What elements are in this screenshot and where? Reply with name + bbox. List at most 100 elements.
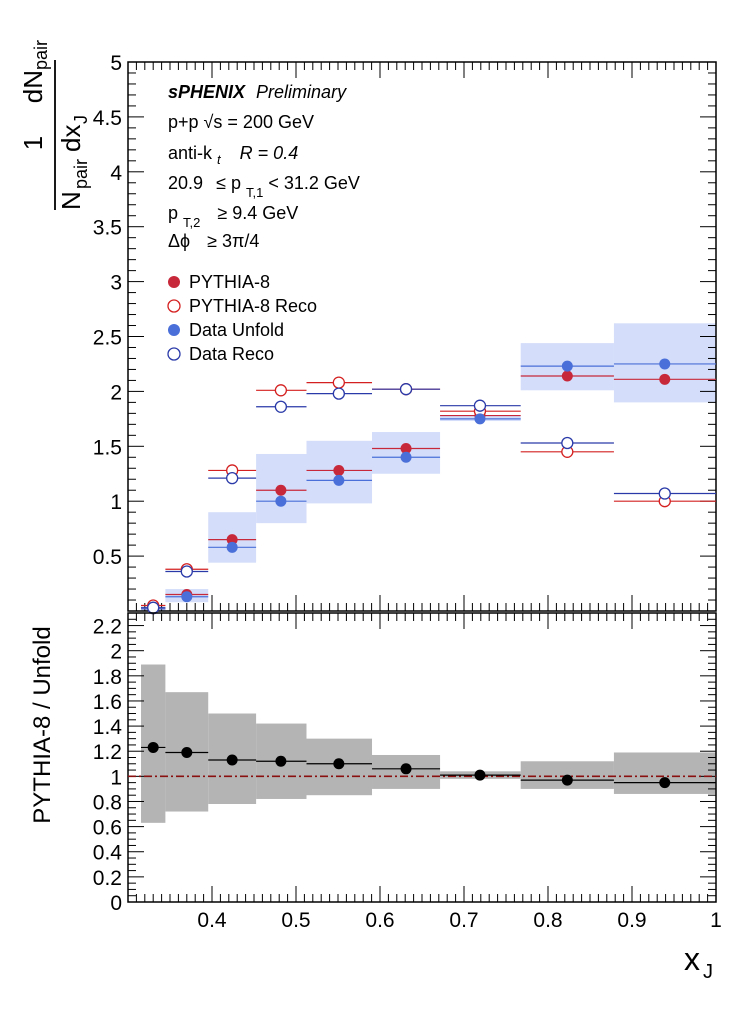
point-data-reco bbox=[561, 436, 574, 450]
svg-text:dx: dx bbox=[56, 125, 86, 152]
top-y-tick-label: 5 bbox=[110, 52, 122, 75]
bottom-y-tick-label: 1 bbox=[110, 766, 122, 789]
ratio-point bbox=[181, 746, 193, 758]
bottom-y-tick-label: 0.4 bbox=[93, 842, 123, 865]
jet-algo-label: anti-k t R = 0.4 bbox=[168, 143, 298, 168]
point-data-reco bbox=[399, 383, 413, 396]
point-pythia-8 bbox=[659, 373, 671, 385]
ratio-point bbox=[659, 777, 671, 789]
top-y-tick-label: 2.5 bbox=[93, 327, 122, 350]
point-pythia-8 bbox=[226, 534, 238, 546]
point-pythia-8 bbox=[400, 442, 412, 454]
legend-marker-pythia8-reco bbox=[167, 299, 181, 313]
point-pythia-8 bbox=[561, 370, 573, 382]
ratio-point bbox=[147, 741, 159, 753]
point-pythia-8 bbox=[333, 464, 345, 476]
bottom-plot-frame bbox=[127, 612, 717, 903]
bottom-data-marks bbox=[141, 741, 716, 789]
legend-marker-data-reco bbox=[167, 347, 181, 361]
point-data-unfold bbox=[659, 358, 671, 370]
top-y-tick-labels: 5 4.5 4 3.5 3 2.5 2 1.5 1 0.5 bbox=[93, 52, 123, 569]
experiment-label: sPHENIX bbox=[168, 82, 246, 102]
top-y-tick-label: 2 bbox=[110, 381, 122, 404]
top-y-tick-label: 4.5 bbox=[93, 107, 122, 130]
svg-text:dN: dN bbox=[18, 70, 48, 103]
top-y-axis-title: 1 dN pair N pair dx J bbox=[18, 40, 91, 210]
legend-marker-pythia8 bbox=[168, 276, 180, 288]
top-plot-frame bbox=[127, 61, 717, 612]
svg-text:sPHENIX Preliminary: sPHENIX Preliminary bbox=[168, 82, 347, 102]
x-tick-label: 0.4 bbox=[197, 909, 227, 932]
bottom-y-tick-label: 1.2 bbox=[93, 741, 122, 764]
bottom-y-tick-label: 0 bbox=[110, 892, 122, 915]
point-data-reco bbox=[180, 565, 193, 578]
svg-text:x: x bbox=[684, 941, 700, 977]
ratio-point bbox=[333, 758, 345, 770]
top-y-tick-label: 3.5 bbox=[93, 217, 122, 240]
legend-entry-pythia8-reco: PYTHIA-8 Reco bbox=[167, 296, 317, 316]
point-data-unfold bbox=[561, 360, 573, 372]
svg-text:pair: pair bbox=[71, 159, 91, 189]
ratio-point bbox=[275, 755, 287, 767]
point-data-reco bbox=[226, 471, 239, 485]
svg-text:N: N bbox=[56, 191, 86, 210]
ratio-point bbox=[561, 774, 573, 786]
legend-entry-pythia8: PYTHIA-8 bbox=[168, 272, 270, 292]
point-data-unfold bbox=[474, 413, 486, 425]
point-data-reco bbox=[332, 387, 345, 400]
legend-entry-data-unfold: Data Unfold bbox=[168, 320, 284, 340]
point-data-reco bbox=[473, 399, 487, 412]
bottom-y-tick-labels: 2.221.81.61.41.210.8 0.60.40.20 bbox=[93, 616, 123, 915]
svg-text:J: J bbox=[71, 115, 91, 124]
svg-text:Data Unfold: Data Unfold bbox=[189, 320, 284, 340]
bottom-y-axis-title: PYTHIA-8 / Unfold bbox=[29, 626, 56, 823]
top-y-tick-label: 1 bbox=[110, 491, 122, 514]
point-pythia-8 bbox=[275, 484, 287, 496]
point-data-unfold bbox=[181, 591, 193, 603]
bottom-y-tick-label: 0.6 bbox=[93, 817, 122, 840]
x-tick-label: 0.6 bbox=[365, 909, 394, 932]
pt2-cut-label: p T,2 ≥ 9.4 GeV bbox=[168, 203, 298, 231]
pt1-cut-label: 20.9 ≤ p T,1 < 31.2 GeV bbox=[168, 173, 360, 201]
bottom-y-tick-label: 2.2 bbox=[93, 616, 122, 639]
point-data-unfold bbox=[333, 474, 345, 486]
svg-text:J: J bbox=[703, 961, 713, 983]
x-tick-label: 0.7 bbox=[449, 909, 478, 932]
point-data-unfold bbox=[400, 451, 412, 463]
svg-text:Data Reco: Data Reco bbox=[189, 344, 274, 364]
x-tick-labels: 0.4 0.5 0.6 0.7 0.8 0.9 1 bbox=[197, 909, 721, 932]
legend: PYTHIA-8 PYTHIA-8 Reco Data Unfold Data … bbox=[167, 272, 317, 364]
legend-entry-data-reco: Data Reco bbox=[167, 344, 274, 364]
point-pythia-8-reco bbox=[274, 384, 288, 397]
top-y-tick-label: 0.5 bbox=[93, 546, 122, 569]
x-tick-label: 0.5 bbox=[281, 909, 310, 932]
ratio-point bbox=[474, 769, 486, 781]
top-y-tick-label: 1.5 bbox=[93, 436, 122, 459]
top-data-marks bbox=[141, 358, 716, 615]
point-data-reco bbox=[147, 601, 160, 614]
point-data-reco bbox=[658, 487, 671, 500]
x-axis-title: x J bbox=[684, 941, 713, 983]
ratio-point bbox=[400, 763, 412, 775]
bottom-y-tick-label: 0.2 bbox=[93, 867, 122, 890]
x-tick-label: 0.9 bbox=[617, 909, 646, 932]
top-y-tick-label: 4 bbox=[110, 162, 122, 185]
annotation-block: sPHENIX Preliminary p+p √s = 200 GeV ant… bbox=[168, 82, 360, 251]
bottom-y-tick-label: 1.4 bbox=[93, 716, 123, 739]
point-pythia-8-reco bbox=[332, 376, 345, 389]
system-label: p+p √s = 200 GeV bbox=[168, 112, 314, 132]
bottom-systematic-bands bbox=[141, 664, 716, 823]
x-tick-label: 1 bbox=[710, 909, 722, 932]
x-tick-label: 0.8 bbox=[533, 909, 562, 932]
top-y-tick-label: 3 bbox=[110, 272, 122, 295]
status-label: Preliminary bbox=[256, 82, 347, 102]
legend-marker-data-unfold bbox=[168, 324, 180, 336]
svg-text:pair: pair bbox=[31, 40, 51, 70]
dphi-cut-label: Δϕ ≥ 3π/4 bbox=[168, 231, 259, 251]
point-data-unfold bbox=[275, 495, 287, 507]
point-data-reco bbox=[274, 400, 288, 413]
bottom-y-tick-label: 1.8 bbox=[93, 666, 122, 689]
svg-text:1: 1 bbox=[18, 136, 48, 150]
bottom-y-tick-label: 0.8 bbox=[93, 791, 122, 814]
